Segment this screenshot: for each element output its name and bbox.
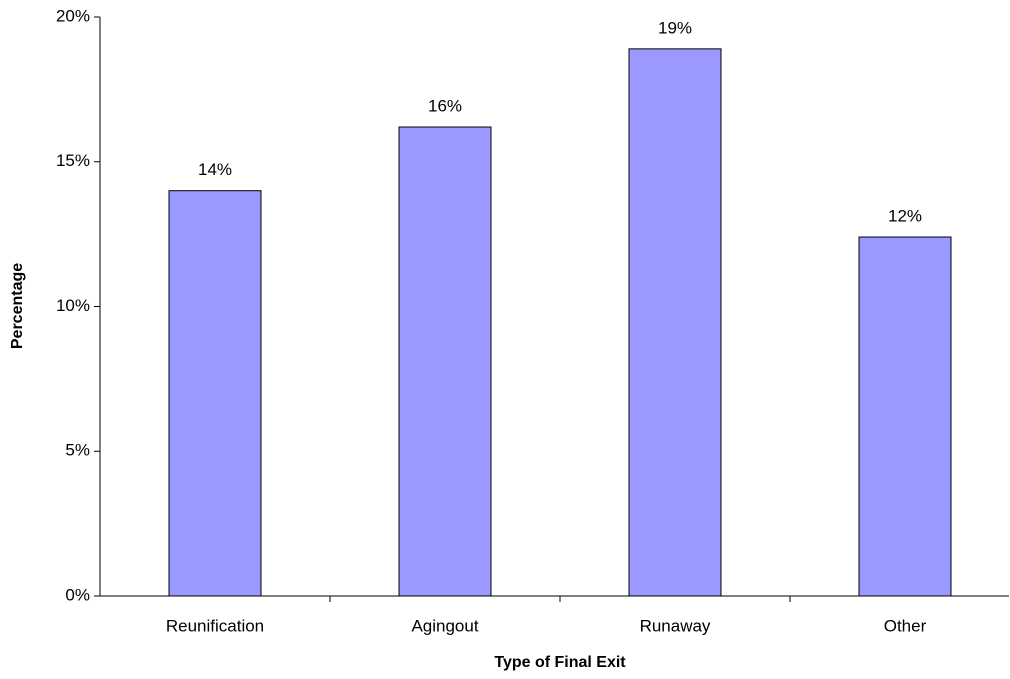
data-label: 19% — [658, 18, 692, 37]
x-tick-label: Runaway — [640, 616, 711, 635]
data-label: 12% — [888, 207, 922, 226]
y-tick-label: 15% — [56, 151, 90, 170]
bar — [628, 48, 722, 597]
data-label: 16% — [428, 96, 462, 115]
y-tick-label: 10% — [56, 296, 90, 315]
y-tick-label: 0% — [65, 585, 90, 604]
y-axis-title: Percentage — [9, 263, 26, 349]
x-tick-label: Other — [884, 616, 927, 635]
bar — [398, 126, 492, 597]
data-label: 14% — [198, 160, 232, 179]
bar — [168, 190, 262, 597]
x-tick-label: Agingout — [411, 616, 478, 635]
y-tick-label: 5% — [65, 441, 90, 460]
x-tick-label: Reunification — [166, 616, 264, 635]
bar — [858, 236, 952, 597]
y-tick-label: 20% — [56, 6, 90, 25]
x-axis-title: Type of Final Exit — [494, 654, 626, 671]
